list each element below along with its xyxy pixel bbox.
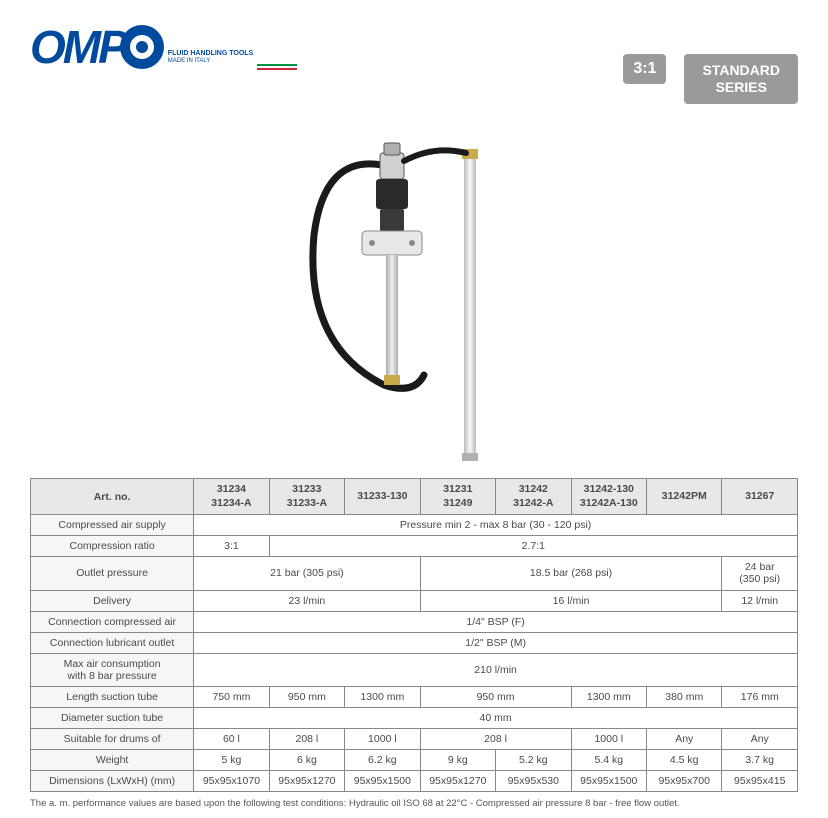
- table-cell: 9 kg: [420, 750, 495, 771]
- table-row: Delivery23 l/min16 l/min12 l/min: [31, 590, 798, 611]
- table-cell: 24 bar(350 psi): [722, 557, 798, 590]
- artno-6: 31242PM: [647, 479, 722, 515]
- table-row: Connection compressed air1/4" BSP (F): [31, 611, 798, 632]
- table-cell: 750 mm: [194, 686, 269, 707]
- table-cell: 1300 mm: [345, 686, 420, 707]
- table-cell: Any: [722, 728, 798, 749]
- series-line2: SERIES: [702, 79, 780, 96]
- table-cell: 5.4 kg: [571, 750, 646, 771]
- table-cell: 950 mm: [269, 686, 344, 707]
- logo-letters: OMP: [30, 20, 164, 74]
- table-cell: 95x95x1500: [345, 771, 420, 792]
- header-badges: 3:1 STANDARD SERIES: [623, 54, 798, 104]
- table-row: Dimensions (LxWxH) (mm)95x95x107095x95x1…: [31, 771, 798, 792]
- row-label: Weight: [31, 750, 194, 771]
- series-badge: STANDARD SERIES: [684, 54, 798, 104]
- tagline-line2: MADE IN ITALY: [168, 58, 253, 65]
- table-cell: 1000 l: [345, 728, 420, 749]
- logo-circle-icon: [120, 25, 164, 69]
- table-row: Weight5 kg6 kg6.2 kg9 kg5.2 kg5.4 kg4.5 …: [31, 750, 798, 771]
- artno-2: 31233-130: [345, 479, 420, 515]
- series-line1: STANDARD: [702, 62, 780, 79]
- table-cell: 95x95x530: [496, 771, 571, 792]
- table-cell: 12 l/min: [722, 590, 798, 611]
- table-row: Length suction tube750 mm950 mm1300 mm95…: [31, 686, 798, 707]
- table-cell: 3:1: [194, 536, 269, 557]
- table-row: Max air consumptionwith 8 bar pressure21…: [31, 653, 798, 686]
- artno-4: 3124231242-A: [496, 479, 571, 515]
- ratio-badge: 3:1: [623, 54, 666, 84]
- table-row: Outlet pressure21 bar (305 psi)18.5 bar …: [31, 557, 798, 590]
- row-label: Length suction tube: [31, 686, 194, 707]
- artno-5: 31242-13031242A-130: [571, 479, 646, 515]
- row-label: Max air consumptionwith 8 bar pressure: [31, 653, 194, 686]
- table-cell: 18.5 bar (268 psi): [420, 557, 722, 590]
- table-cell: 4.5 kg: [647, 750, 722, 771]
- table-cell: 95x95x1500: [571, 771, 646, 792]
- pump-illustration: [284, 125, 544, 465]
- italy-flag-icon: [257, 64, 297, 70]
- row-label: Compression ratio: [31, 536, 194, 557]
- table-cell: 95x95x1070: [194, 771, 269, 792]
- footnote: The a. m. performance values are based u…: [30, 798, 798, 809]
- row-label: Delivery: [31, 590, 194, 611]
- artno-1: 3123331233-A: [269, 479, 344, 515]
- table-cell: 1300 mm: [571, 686, 646, 707]
- tagline-line1: FLUID HANDLING TOOLS: [168, 50, 253, 58]
- table-row: Diameter suction tube40 mm: [31, 707, 798, 728]
- logo-tagline: FLUID HANDLING TOOLS MADE IN ITALY: [164, 40, 297, 54]
- table-cell: 208 l: [420, 728, 571, 749]
- table-cell: 2.7:1: [269, 536, 797, 557]
- table-cell: 40 mm: [194, 707, 798, 728]
- table-cell: 6.2 kg: [345, 750, 420, 771]
- table-cell: 5.2 kg: [496, 750, 571, 771]
- table-cell: 3.7 kg: [722, 750, 798, 771]
- table-row: Compression ratio3:12.7:1: [31, 536, 798, 557]
- table-cell: 16 l/min: [420, 590, 722, 611]
- row-label: Connection lubricant outlet: [31, 632, 194, 653]
- table-cell: 380 mm: [647, 686, 722, 707]
- table-cell: 95x95x700: [647, 771, 722, 792]
- row-label: Compressed air supply: [31, 515, 194, 536]
- table-cell: 60 l: [194, 728, 269, 749]
- table-cell: 23 l/min: [194, 590, 420, 611]
- row-label: Suitable for drums of: [31, 728, 194, 749]
- table-header-row: Art. no. 3123431234-A 3123331233-A 31233…: [31, 479, 798, 515]
- table-cell: 1/4" BSP (F): [194, 611, 798, 632]
- table-cell: 21 bar (305 psi): [194, 557, 420, 590]
- table-cell: 6 kg: [269, 750, 344, 771]
- row-label: Dimensions (LxWxH) (mm): [31, 771, 194, 792]
- table-row: Connection lubricant outlet1/2" BSP (M): [31, 632, 798, 653]
- table-cell: 1/2" BSP (M): [194, 632, 798, 653]
- logo: OMP FLUID HANDLING TOOLS MADE IN ITALY: [30, 20, 297, 74]
- row-label: Diameter suction tube: [31, 707, 194, 728]
- artno-3: 3123131249: [420, 479, 495, 515]
- header-artno-label: Art. no.: [31, 479, 194, 515]
- row-label: Connection compressed air: [31, 611, 194, 632]
- artno-7: 31267: [722, 479, 798, 515]
- spec-table: Art. no. 3123431234-A 3123331233-A 31233…: [30, 478, 798, 792]
- table-row: Compressed air supplyPressure min 2 - ma…: [31, 515, 798, 536]
- table-cell: 208 l: [269, 728, 344, 749]
- table-cell: Any: [647, 728, 722, 749]
- table-cell: 1000 l: [571, 728, 646, 749]
- table-cell: 210 l/min: [194, 653, 798, 686]
- spec-table-body: Compressed air supplyPressure min 2 - ma…: [31, 515, 798, 792]
- table-cell: 95x95x415: [722, 771, 798, 792]
- product-image: [30, 120, 798, 470]
- table-cell: 95x95x1270: [269, 771, 344, 792]
- row-label: Outlet pressure: [31, 557, 194, 590]
- table-cell: Pressure min 2 - max 8 bar (30 - 120 psi…: [194, 515, 798, 536]
- table-cell: 95x95x1270: [420, 771, 495, 792]
- table-cell: 176 mm: [722, 686, 798, 707]
- page-header: OMP FLUID HANDLING TOOLS MADE IN ITALY 3…: [30, 20, 798, 110]
- artno-0: 3123431234-A: [194, 479, 269, 515]
- table-cell: 5 kg: [194, 750, 269, 771]
- table-cell: 950 mm: [420, 686, 571, 707]
- table-row: Suitable for drums of60 l208 l1000 l208 …: [31, 728, 798, 749]
